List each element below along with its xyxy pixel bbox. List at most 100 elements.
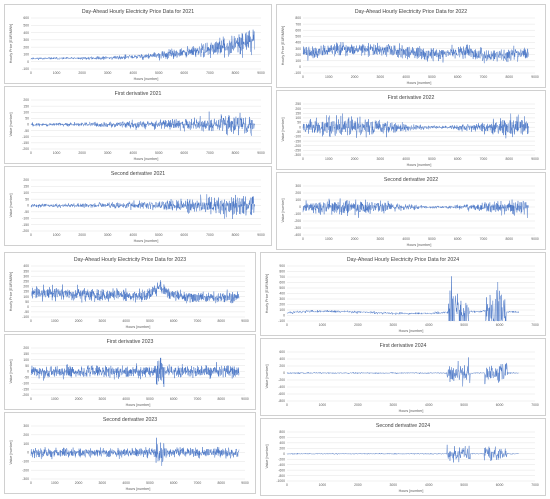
x-tick-label: 6000 bbox=[170, 481, 178, 485]
chart-panel-second-derivative-2022: Second derivative 2022 -400 -300 -200 -100 0 1… bbox=[276, 172, 546, 250]
x-tick-label: 0 bbox=[302, 157, 304, 161]
x-tick-label: 4000 bbox=[425, 323, 433, 327]
x-tick-label: 2000 bbox=[354, 323, 362, 327]
y-tick-label: -600 bbox=[278, 468, 285, 472]
x-tick-label: 6000 bbox=[496, 323, 504, 327]
chart-title: First derivative 2023 bbox=[107, 339, 154, 345]
y-tick-label: 200 bbox=[23, 346, 29, 350]
chart-title: First derivative 2022 bbox=[388, 95, 435, 101]
x-tick-label: 1000 bbox=[51, 481, 59, 485]
y-tick-label: 200 bbox=[23, 98, 29, 102]
y-tick-label: -50 bbox=[24, 210, 29, 214]
x-tick-label: 3000 bbox=[104, 151, 112, 155]
x-tick-label: 6000 bbox=[454, 237, 462, 241]
x-tick-label: 0 bbox=[30, 151, 32, 155]
y-tick-label: -400 bbox=[278, 385, 285, 389]
x-tick-label: 2000 bbox=[78, 233, 86, 237]
x-tick-label: 4000 bbox=[402, 157, 410, 161]
x-tick-label: 2000 bbox=[75, 319, 83, 323]
x-tick-label: 3000 bbox=[104, 233, 112, 237]
y-tick-label: 400 bbox=[279, 357, 285, 361]
x-tick-label: 2000 bbox=[351, 237, 359, 241]
series-line-second-derivative bbox=[302, 198, 529, 218]
x-tick-label: 8000 bbox=[217, 481, 225, 485]
x-axis-label: Hours [number] bbox=[134, 239, 159, 243]
x-tick-label: 1000 bbox=[53, 151, 61, 155]
chart-title: Second derivative 2024 bbox=[376, 423, 430, 429]
y-tick-label: -100 bbox=[22, 460, 29, 464]
x-tick-label: 7000 bbox=[531, 323, 539, 327]
y-tick-label: 150 bbox=[23, 185, 29, 189]
y-axis-label: Hourly Price [EUR/MWh] bbox=[265, 274, 269, 314]
chart-svg: Day-Ahead Hourly Electricity Price Data … bbox=[9, 9, 265, 81]
y-tick-label: 300 bbox=[279, 297, 285, 301]
y-axis-label: Value [number] bbox=[9, 359, 13, 383]
y-tick-label: -150 bbox=[22, 141, 29, 145]
y-tick-label: 50 bbox=[297, 121, 301, 125]
x-tick-label: 1000 bbox=[51, 397, 59, 401]
y-tick-label: 200 bbox=[23, 285, 29, 289]
y-tick-label: -50 bbox=[24, 376, 29, 380]
x-tick-label: 6000 bbox=[496, 483, 504, 487]
y-tick-label: 0 bbox=[27, 451, 29, 455]
x-tick-label: 0 bbox=[30, 481, 32, 485]
y-tick-label: -200 bbox=[22, 229, 29, 233]
x-tick-label: 3000 bbox=[104, 71, 112, 75]
series-line-price bbox=[286, 276, 519, 322]
chart-title: Day-Ahead Hourly Electricity Price Data … bbox=[74, 257, 186, 263]
chart-panel-second-derivative-2024: Second derivative 2024 -1000 -800 -600 -400 -… bbox=[260, 418, 546, 496]
x-tick-label: 5000 bbox=[155, 71, 163, 75]
x-tick-label: 4000 bbox=[122, 397, 130, 401]
chart-panel-second-derivative-2023: Second derivative 2023 -300 -200 -100 0 100 20… bbox=[4, 412, 256, 494]
y-tick-label: 500 bbox=[295, 35, 301, 39]
x-tick-label: 0 bbox=[30, 397, 32, 401]
x-tick-label: 5000 bbox=[155, 151, 163, 155]
x-tick-label: 1000 bbox=[319, 403, 327, 407]
y-tick-label: -50 bbox=[24, 129, 29, 133]
y-tick-label: 200 bbox=[295, 53, 301, 57]
x-tick-label: 5000 bbox=[155, 233, 163, 237]
y-axis-label: Value [number] bbox=[281, 117, 285, 141]
chart-title: Day-Ahead Hourly Electricity Price Data … bbox=[355, 9, 467, 15]
y-tick-label: -200 bbox=[22, 468, 29, 472]
chart-panel-price-2021: Day-Ahead Hourly Electricity Price Data … bbox=[4, 4, 272, 84]
x-tick-label: 5000 bbox=[460, 403, 468, 407]
chart-svg: First derivative 2022 -300-250-200-150-10… bbox=[281, 95, 539, 167]
y-tick-label: 200 bbox=[279, 364, 285, 368]
x-tick-label: 3000 bbox=[99, 397, 107, 401]
x-tick-label: 6000 bbox=[170, 397, 178, 401]
x-tick-label: 9000 bbox=[241, 481, 249, 485]
y-tick-label: 100 bbox=[295, 198, 301, 202]
y-tick-label: 300 bbox=[23, 274, 29, 278]
chart-panel-first-derivative-2023: First derivative 2023 -200 -150 -100 -50 0 50 1… bbox=[4, 334, 256, 410]
chart-panel-first-derivative-2024: First derivative 2024 -800 -600 -400 -200 0 20… bbox=[260, 338, 546, 416]
x-tick-label: 7000 bbox=[480, 237, 488, 241]
chart-title: Day-Ahead Hourly Electricity Price Data … bbox=[82, 9, 194, 15]
chart-panel-price-2024: Day-Ahead Hourly Electricity Price Data … bbox=[260, 252, 546, 336]
y-tick-label: -200 bbox=[294, 144, 301, 148]
y-tick-label: -400 bbox=[278, 463, 285, 467]
y-tick-label: 800 bbox=[295, 16, 301, 20]
y-tick-label: 200 bbox=[295, 107, 301, 111]
x-tick-label: 0 bbox=[30, 71, 32, 75]
x-axis-label: Hours [number] bbox=[399, 329, 424, 333]
chart-panel-first-derivative-2021: First derivative 2021 -200 -150 -100 -50 0 50 1… bbox=[4, 86, 272, 164]
series-line-first-derivative bbox=[286, 357, 519, 387]
x-tick-label: 7000 bbox=[480, 157, 488, 161]
y-tick-label: -100 bbox=[22, 381, 29, 385]
y-tick-label: 500 bbox=[279, 286, 285, 290]
x-tick-label: 5000 bbox=[146, 319, 154, 323]
x-tick-label: 4000 bbox=[129, 71, 137, 75]
y-tick-label: 600 bbox=[279, 350, 285, 354]
series-line-price bbox=[30, 29, 255, 61]
x-tick-label: 0 bbox=[286, 403, 288, 407]
x-axis-label: Hours [number] bbox=[399, 489, 424, 493]
y-tick-label: -1000 bbox=[276, 479, 285, 483]
y-tick-label: 700 bbox=[279, 275, 285, 279]
series-line-price bbox=[30, 280, 240, 304]
y-tick-label: -100 bbox=[22, 315, 29, 319]
x-tick-label: 6000 bbox=[170, 319, 178, 323]
x-tick-label: 0 bbox=[30, 233, 32, 237]
x-axis-label: Hours [number] bbox=[126, 325, 151, 329]
y-axis-label: Value [number] bbox=[9, 440, 13, 464]
